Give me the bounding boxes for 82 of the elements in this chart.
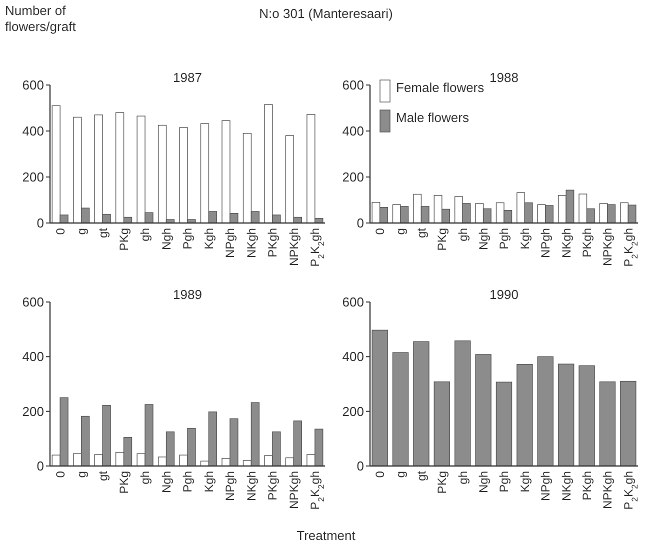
bar [578,365,595,466]
chart-title: 1987 [173,70,202,85]
text: N:o 301 (Manteresaari) [259,6,393,21]
bar [372,330,388,466]
chart-title: 1990 [490,287,518,302]
x-tick-label: NPgh [538,228,553,258]
x-tick-label: Ngh [476,228,491,250]
x-tick-label: Pgh [180,471,195,492]
x-tick-label: PKg [116,228,131,251]
y-tick-label: 400 [342,124,364,139]
x-tick-label: Kgh [202,228,216,250]
y-tick-label: 200 [22,170,44,185]
x-tick-label: PKgh [580,471,594,500]
x-tick-label: PKgh [266,471,280,500]
bar [475,354,492,466]
x-tick-label: PKg [435,471,450,494]
x-tick-label: 0 [373,228,388,235]
x-tick-label: NKgh [559,228,574,258]
x-tick-label: NKgh [559,471,574,502]
x-tick-label: gt [96,227,110,238]
x-tick-label: NPKgh [600,471,615,510]
y-tick-label: 400 [22,124,44,139]
bar [392,352,409,466]
x-tick-label: Ngh [476,471,491,494]
x-tick-label: NKgh [244,228,258,258]
x-tick-label: NPKgh [286,471,301,510]
bar [496,382,512,466]
bar [434,381,450,466]
x-tick-label: NPKgh [286,228,301,266]
bar [516,364,533,466]
x-tick-label: NPKgh [600,228,615,266]
y-tick-label: 200 [22,404,44,419]
bar [558,364,574,466]
x-tick-label: Kgh [202,471,216,492]
x-tick-label: PKg [435,228,450,251]
x-tick-label: NKgh [244,471,258,502]
x-tick-label: Pgh [497,228,512,250]
x-tick-label: Kgh [518,471,532,492]
y-tick-label: 400 [22,349,44,364]
x-tick-label: gh [456,471,470,484]
x-tick-label: Pgh [497,471,512,492]
x-tick-label: NPgh [223,471,238,502]
x-tick-label: Ngh [159,228,174,250]
bar [413,341,430,466]
chart-title: 1988 [490,70,518,85]
x-tick-label: PKgh [266,228,280,258]
x-axis-title: Treatment [296,528,356,543]
y-tick-label: 600 [22,294,44,310]
x-tick-label: 0 [373,470,388,478]
y-tick-label: 600 [342,294,364,310]
legend-label: Male flowers [396,110,470,125]
chart-title: 1989 [173,287,202,302]
bar [454,340,471,466]
x-tick-label: NPgh [538,471,553,502]
y-tick-label: 600 [22,78,44,93]
x-tick-label: gt [414,470,428,482]
bar [537,356,554,466]
x-tick-label: Kgh [518,228,532,250]
x-tick-label: Pgh [180,228,195,250]
x-tick-label: Ngh [159,471,174,494]
x-tick-label: g [74,471,89,478]
legend-label: Female flowers [396,80,485,95]
y-axis-title: Number of flowers/graft [5,3,76,34]
y-tick-label: 600 [342,78,364,93]
x-tick-label: 0 [53,228,68,235]
x-tick-label: gh [138,228,152,242]
bar [620,380,636,466]
x-tick-label: gt [414,227,428,238]
bar [599,381,616,466]
x-tick-label: g [394,471,408,478]
y-tick-label: 200 [342,170,364,185]
x-tick-label: PKg [116,471,131,494]
x-tick-label: gh [138,471,152,484]
x-tick-label: NPgh [223,228,238,258]
x-tick-label: PKgh [580,228,594,258]
x-tick-label: g [74,228,89,235]
x-tick-label: gt [96,470,110,482]
x-tick-label: 0 [53,470,68,478]
x-tick-label: gh [456,228,470,242]
y-tick-label: 400 [342,349,364,364]
y-tick-label: 200 [342,404,364,419]
x-tick-label: g [394,228,408,235]
